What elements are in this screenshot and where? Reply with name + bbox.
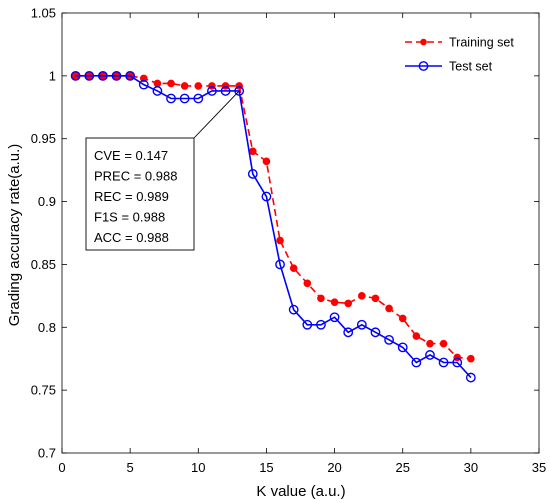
series-layer — [70, 70, 476, 383]
data-point — [384, 334, 394, 345]
series-line — [75, 75, 472, 379]
data-point — [166, 93, 176, 104]
data-point — [411, 357, 422, 368]
data-point — [343, 327, 354, 338]
data-point — [70, 70, 81, 81]
data-point — [97, 70, 108, 81]
legend-marker — [420, 38, 427, 46]
data-point — [398, 314, 407, 323]
data-point — [316, 319, 326, 330]
series-0 — [71, 72, 475, 363]
x-tick-label: 30 — [464, 460, 478, 475]
data-point — [276, 236, 284, 245]
x-tick-label: 35 — [532, 460, 546, 475]
annotation-text: REC = 0.989 — [94, 189, 169, 204]
annotation-box — [85, 137, 195, 251]
x-axis: 0 5 10 15 20 25 30 35 — [58, 13, 546, 475]
y-tick-label: 0.75 — [31, 383, 56, 398]
data-point — [329, 312, 340, 323]
data-point — [111, 70, 122, 81]
data-point — [303, 279, 312, 288]
data-point — [193, 93, 204, 104]
data-point — [207, 86, 217, 96]
data-point — [438, 357, 449, 368]
x-tick-label: 0 — [58, 460, 65, 475]
data-point — [139, 74, 148, 83]
data-point — [179, 93, 190, 104]
y-tick-label: 1 — [49, 68, 56, 83]
data-point — [125, 70, 136, 81]
annotation-leader-line — [193, 90, 240, 139]
data-point — [330, 298, 339, 306]
data-point — [152, 86, 163, 96]
data-point — [249, 147, 257, 156]
data-point — [138, 79, 149, 90]
data-point — [344, 299, 353, 308]
data-point — [358, 292, 366, 300]
data-point — [247, 169, 258, 179]
data-point — [317, 294, 325, 303]
data-point — [262, 157, 271, 166]
x-tick-label: 20 — [327, 460, 341, 475]
data-point — [84, 70, 95, 81]
y-tick-label: 0.7 — [38, 446, 56, 461]
data-point — [261, 191, 272, 202]
y-tick-label: 0.85 — [31, 257, 56, 272]
data-point — [302, 319, 313, 330]
annotation-text: PREC = 0.988 — [94, 169, 177, 184]
data-point — [465, 372, 476, 383]
data-point — [275, 259, 285, 270]
x-axis-label: K value (a.u.) — [256, 483, 345, 500]
data-point — [412, 332, 421, 340]
data-point — [370, 327, 381, 338]
data-point — [439, 339, 448, 348]
data-point — [452, 357, 463, 368]
data-point — [385, 304, 393, 313]
data-point — [180, 82, 189, 90]
legend-label: Test set — [449, 60, 493, 74]
y-tick-label: 0.9 — [38, 194, 56, 209]
data-point — [356, 319, 367, 330]
y-axis-label: Grading accuracy rate(a.u.) — [6, 144, 23, 327]
annotation-text: ACC = 0.988 — [94, 230, 169, 245]
annotation-text: CVE = 0.147 — [94, 148, 168, 163]
annotation: CVE = 0.147 PREC = 0.988 REC = 0.989 F1S = … — [85, 90, 240, 251]
legend-marker — [418, 61, 429, 71]
legend: Training set Test set — [405, 36, 514, 74]
data-point — [426, 339, 434, 348]
y-axis: 0.7 0.75 0.8 0.85 0.9 0.95 1 1.05 — [31, 6, 539, 461]
x-tick-label: 15 — [259, 460, 273, 475]
data-point — [194, 82, 203, 90]
data-point — [397, 342, 408, 353]
y-tick-label: 0.95 — [31, 131, 56, 146]
series-1 — [70, 70, 476, 383]
data-point — [289, 264, 298, 273]
data-point — [234, 86, 245, 96]
data-point — [371, 294, 380, 303]
x-tick-label: 5 — [127, 460, 134, 475]
x-tick-label: 25 — [395, 460, 409, 475]
data-point — [467, 354, 475, 363]
data-point — [167, 79, 175, 88]
data-point — [425, 350, 435, 360]
data-point — [288, 304, 299, 315]
data-point — [153, 79, 162, 88]
annotation-text: F1S = 0.988 — [94, 210, 165, 225]
data-point — [220, 86, 231, 96]
legend-label: Training set — [449, 36, 514, 50]
y-tick-label: 0.8 — [38, 320, 56, 335]
y-tick-label: 1.05 — [31, 6, 56, 21]
x-tick-label: 10 — [191, 460, 205, 475]
